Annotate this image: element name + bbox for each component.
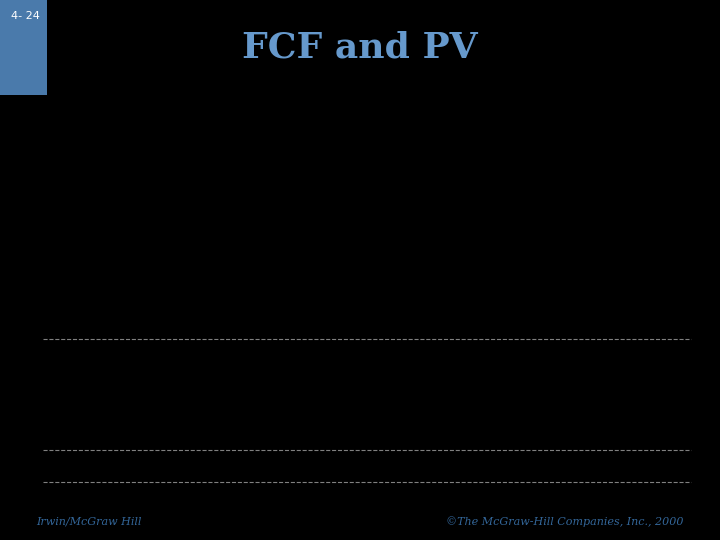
Text: -1.39: -1.39 [316, 461, 346, 474]
Text: 2.07: 2.07 [318, 397, 344, 410]
Text: 1.44: 1.44 [203, 397, 229, 410]
Text: 2.40: 2.40 [203, 429, 229, 442]
Text: 6: 6 [616, 493, 623, 506]
Text: 14.40: 14.40 [257, 364, 290, 377]
Text: 1.68: 1.68 [549, 461, 575, 474]
Text: Earnings: Earnings [50, 397, 104, 410]
Text: 6: 6 [558, 493, 565, 506]
Text: 20: 20 [266, 493, 281, 506]
Text: 23.43: 23.43 [430, 364, 463, 377]
Text: 10: 10 [670, 340, 684, 353]
Text: 9: 9 [616, 340, 623, 353]
Text: 13: 13 [439, 493, 454, 506]
Text: FCF and PV: FCF and PV [242, 30, 478, 64]
Text: 17.28: 17.28 [315, 364, 348, 377]
Text: 2.81: 2.81 [433, 397, 459, 410]
FancyBboxPatch shape [0, 0, 47, 94]
Text: 10.00: 10.00 [142, 364, 175, 377]
Text: Given the cash flows for Concatenator Manufacturing
Division, calculate the PV o: Given the cash flows for Concatenator Ma… [72, 170, 512, 233]
Text: 31.51: 31.51 [660, 364, 693, 377]
Text: .EPS growth (%): .EPS growth (%) [50, 493, 149, 506]
Text: 1.89: 1.89 [664, 429, 690, 442]
Text: 3.46: 3.46 [318, 429, 344, 442]
Text: 13: 13 [497, 493, 511, 506]
Text: 3: 3 [270, 340, 277, 353]
Text: Irwin/McGraw Hill: Irwin/McGraw Hill [36, 517, 141, 526]
Text: 26.47: 26.47 [487, 364, 521, 377]
Text: 20: 20 [324, 493, 338, 506]
Text: 2: 2 [212, 340, 220, 353]
Text: -.23: -.23 [435, 461, 458, 474]
Text: 3.78: 3.78 [664, 397, 690, 410]
Text: 20: 20 [382, 493, 396, 506]
Text: 2.49: 2.49 [376, 397, 402, 410]
Text: 1.59: 1.59 [491, 429, 517, 442]
Text: 1.68: 1.68 [549, 429, 575, 442]
Text: -1.15: -1.15 [258, 461, 289, 474]
Text: 3.04: 3.04 [433, 429, 459, 442]
Text: 2.69: 2.69 [376, 429, 402, 442]
Text: 28.05: 28.05 [545, 364, 578, 377]
Text: 4- 24: 4- 24 [11, 11, 40, 22]
Text: Example: Example [50, 126, 143, 144]
Text: 1.73: 1.73 [261, 397, 287, 410]
Text: 2.88: 2.88 [261, 429, 287, 442]
Text: 3.18: 3.18 [491, 397, 517, 410]
Text: 5: 5 [385, 340, 392, 353]
Text: Year: Year [422, 325, 449, 338]
Text: 1: 1 [155, 340, 162, 353]
Text: 20: 20 [151, 493, 166, 506]
Text: -.96: -.96 [204, 461, 228, 474]
Text: 1.79: 1.79 [606, 461, 632, 474]
Text: 12.00: 12.00 [199, 364, 233, 377]
Text: 4: 4 [328, 340, 335, 353]
Text: 6: 6 [443, 340, 450, 353]
Text: 1.78: 1.78 [606, 429, 632, 442]
Text: Free Cash Flow: Free Cash Flow [50, 461, 145, 474]
Text: Asset Value: Asset Value [50, 364, 119, 377]
Text: 6: 6 [673, 493, 680, 506]
Text: ©The McGraw-Hill Companies, Inc., 2000: ©The McGraw-Hill Companies, Inc., 2000 [446, 516, 684, 526]
Text: 1.59: 1.59 [491, 461, 517, 474]
Text: 2.00: 2.00 [145, 429, 171, 442]
Text: -.20: -.20 [377, 461, 400, 474]
Text: 7: 7 [500, 340, 508, 353]
Text: 29.73: 29.73 [603, 364, 636, 377]
Text: 20: 20 [209, 493, 223, 506]
Text: 20.74: 20.74 [372, 364, 405, 377]
Text: 8: 8 [558, 340, 565, 353]
Text: 1.89: 1.89 [664, 461, 690, 474]
Text: 1.20: 1.20 [145, 397, 171, 410]
Text: 3.36: 3.36 [549, 397, 575, 410]
Text: Investment: Investment [50, 429, 117, 442]
Text: -.80: -.80 [147, 461, 170, 474]
Text: 3.57: 3.57 [606, 397, 632, 410]
